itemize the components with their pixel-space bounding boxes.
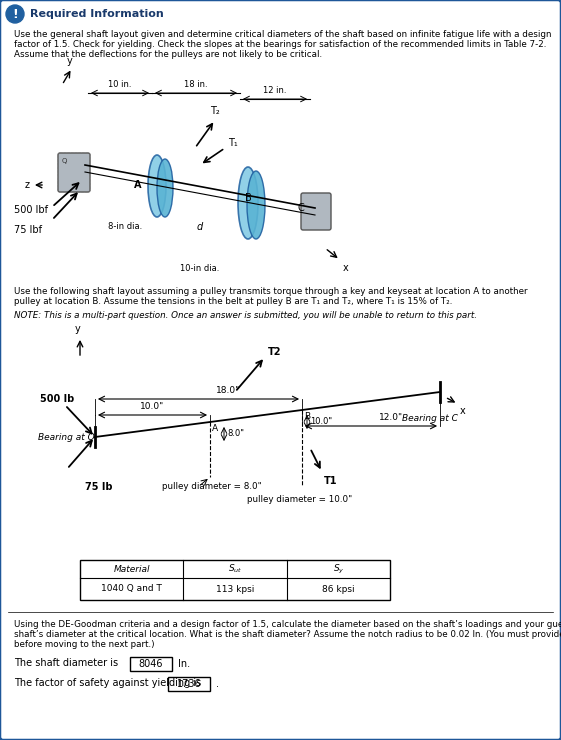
Text: 12 in.: 12 in.: [263, 86, 287, 95]
Text: .: .: [216, 679, 219, 689]
Text: y: y: [75, 324, 81, 334]
Text: 500 lbf: 500 lbf: [14, 205, 48, 215]
FancyBboxPatch shape: [58, 153, 90, 192]
Text: Bearing at O: Bearing at O: [38, 432, 95, 442]
Text: A: A: [212, 424, 218, 433]
Text: 8046: 8046: [139, 659, 163, 669]
Text: 1040 Q and T: 1040 Q and T: [101, 585, 162, 593]
Text: 75 lb: 75 lb: [85, 482, 113, 492]
Text: B: B: [245, 193, 251, 203]
FancyBboxPatch shape: [301, 193, 331, 230]
Text: Q: Q: [62, 158, 67, 164]
Text: z: z: [25, 180, 30, 190]
Text: 75 lbf: 75 lbf: [14, 225, 42, 235]
Ellipse shape: [247, 171, 265, 239]
Bar: [80, 560, 390, 600]
Text: 1736: 1736: [177, 679, 201, 689]
Ellipse shape: [238, 167, 258, 239]
Text: Material: Material: [113, 565, 150, 574]
Text: The shaft diameter is: The shaft diameter is: [14, 658, 118, 668]
Text: factor of 1.5. Check for yielding. Check the slopes at the bearings for satisfac: factor of 1.5. Check for yielding. Check…: [14, 40, 546, 49]
Text: y: y: [67, 56, 73, 66]
Text: x: x: [343, 263, 349, 273]
Text: 8-in dia.: 8-in dia.: [108, 222, 142, 231]
Text: In.: In.: [178, 659, 190, 669]
Text: x: x: [460, 406, 466, 416]
Text: 113 kpsi: 113 kpsi: [216, 585, 254, 593]
Text: before moving to the next part.): before moving to the next part.): [14, 640, 155, 649]
Text: Assume that the deflections for the pulleys are not likely to be critical.: Assume that the deflections for the pull…: [14, 50, 322, 59]
Text: 10 in.: 10 in.: [108, 80, 132, 89]
Text: 10.0": 10.0": [140, 402, 164, 411]
Text: pulley diameter = 10.0": pulley diameter = 10.0": [247, 495, 352, 504]
Text: NOTE: This is a multi-part question. Once an answer is submitted, you will be un: NOTE: This is a multi-part question. Onc…: [14, 311, 477, 320]
Text: Use the following shaft layout assuming a pulley transmits torque through a key : Use the following shaft layout assuming …: [14, 287, 528, 296]
Text: pulley diameter = 8.0": pulley diameter = 8.0": [162, 482, 262, 491]
Text: !: !: [12, 7, 18, 21]
Text: T₂: T₂: [210, 106, 220, 116]
Text: Bearing at C: Bearing at C: [402, 414, 458, 423]
Text: 10.0": 10.0": [310, 417, 332, 426]
Bar: [168, 677, 210, 691]
Text: A: A: [134, 180, 142, 190]
Text: C: C: [298, 203, 305, 213]
Text: 12.0": 12.0": [379, 413, 403, 422]
Text: 500 lb: 500 lb: [40, 394, 74, 404]
Text: $S_{ut}$: $S_{ut}$: [228, 562, 242, 575]
Text: 18 in.: 18 in.: [184, 80, 208, 89]
Text: pulley at location B. Assume the tensions in the belt at pulley B are T₁ and T₂,: pulley at location B. Assume the tension…: [14, 297, 452, 306]
Text: T₁: T₁: [228, 138, 238, 148]
Text: T1: T1: [324, 476, 338, 486]
Text: Use the general shaft layout given and determine critical diameters of the shaft: Use the general shaft layout given and d…: [14, 30, 551, 39]
Text: d: d: [197, 222, 203, 232]
Text: shaft’s diameter at the critical location. What is the shaft diameter? Assume th: shaft’s diameter at the critical locatio…: [14, 630, 561, 639]
Text: The factor of safety against yielding is: The factor of safety against yielding is: [14, 678, 201, 688]
Circle shape: [6, 5, 24, 23]
Text: 18.0": 18.0": [217, 386, 241, 395]
Ellipse shape: [157, 159, 173, 217]
Bar: [130, 657, 172, 671]
Text: Required Information: Required Information: [30, 9, 164, 19]
Text: B: B: [304, 412, 310, 421]
Text: 8.0": 8.0": [227, 429, 244, 439]
Text: Using the DE-Goodman criteria and a design factor of 1.5, calculate the diameter: Using the DE-Goodman criteria and a desi…: [14, 620, 561, 629]
Text: 86 kpsi: 86 kpsi: [322, 585, 355, 593]
Text: 10-in dia.: 10-in dia.: [180, 264, 220, 273]
Text: $S_y$: $S_y$: [333, 562, 344, 576]
Ellipse shape: [148, 155, 166, 217]
Text: T2: T2: [268, 347, 282, 357]
